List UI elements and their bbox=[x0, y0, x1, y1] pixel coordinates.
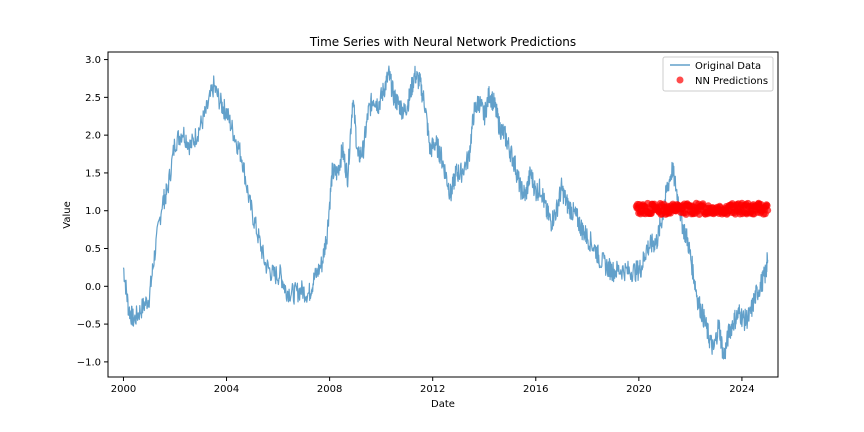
x-tick-label: 2008 bbox=[317, 384, 342, 395]
x-tick-label: 2004 bbox=[214, 384, 239, 395]
y-tick-label: −0.5 bbox=[77, 320, 101, 331]
prediction-point bbox=[764, 206, 772, 214]
y-tick-label: 1.5 bbox=[85, 168, 101, 179]
axes-frame bbox=[107, 51, 779, 378]
y-tick-label: −1.0 bbox=[77, 357, 101, 368]
y-tick-label: 0.5 bbox=[85, 244, 101, 255]
legend-label-original-data: Original Data bbox=[695, 61, 761, 72]
chart-title: Time Series with Neural Network Predicti… bbox=[309, 35, 576, 49]
y-tick-label: 0.0 bbox=[85, 282, 101, 293]
x-axis: 2000 2004 2008 2012 2016 2020 2024 bbox=[111, 377, 755, 395]
x-tick-label: 2000 bbox=[111, 384, 136, 395]
y-tick-label: 3.0 bbox=[85, 55, 101, 66]
x-tick-label: 2016 bbox=[523, 384, 548, 395]
y-axis: −1.0 −0.5 0.0 0.5 1.0 1.5 2.0 2.5 3.0 bbox=[77, 55, 108, 368]
x-tick-label: 2012 bbox=[420, 384, 445, 395]
series-line-original-data bbox=[122, 65, 769, 360]
y-axis-label: Value bbox=[62, 201, 73, 228]
legend: Original Data NN Predictions bbox=[662, 56, 774, 92]
x-tick-label: 2024 bbox=[729, 384, 754, 395]
x-tick-label: 2020 bbox=[626, 384, 651, 395]
legend-box bbox=[662, 56, 774, 92]
y-tick-label: 2.5 bbox=[85, 93, 101, 104]
series-points-nn-predictions bbox=[632, 199, 772, 218]
y-tick-label: 2.0 bbox=[85, 131, 101, 142]
legend-label-nn-predictions: NN Predictions bbox=[695, 76, 768, 87]
y-tick-label: 1.0 bbox=[85, 206, 101, 217]
x-axis-label: Date bbox=[431, 399, 455, 410]
legend-swatch-nn-predictions bbox=[676, 76, 684, 84]
plot-area bbox=[122, 65, 772, 360]
